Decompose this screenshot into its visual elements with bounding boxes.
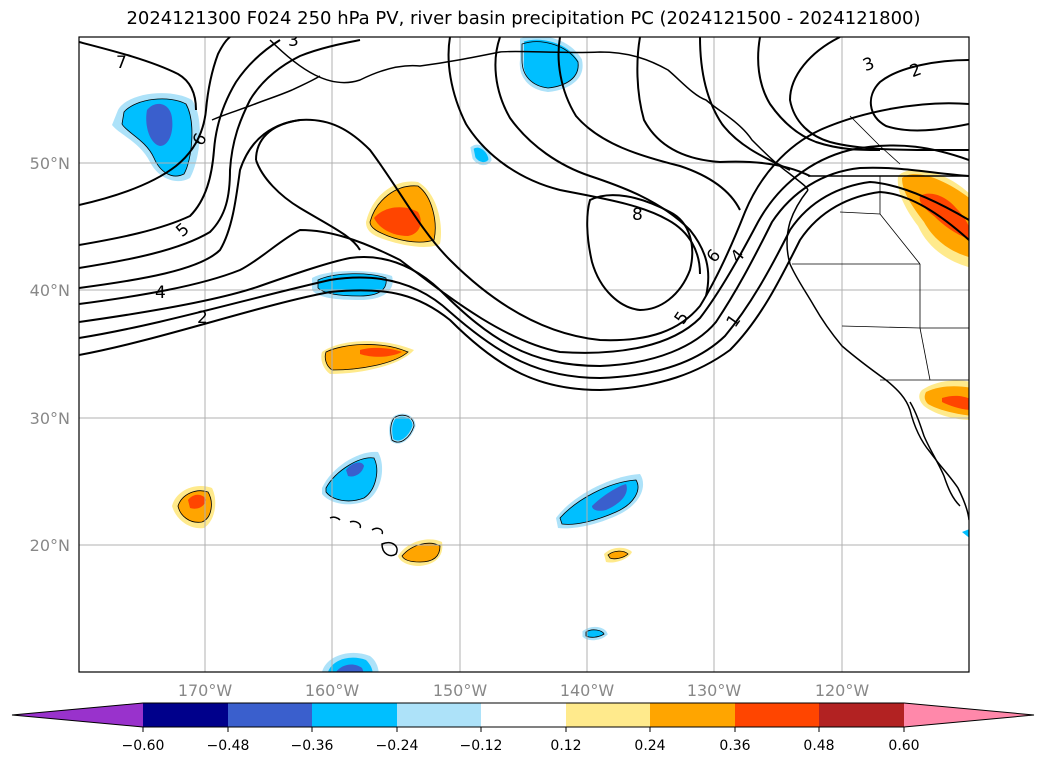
contour-label: 3 [860,54,877,76]
contour-label: 2 [907,60,924,82]
pos-blob-pnw [897,169,969,268]
coastlines [211,39,969,557]
pv-contour-12 [494,37,710,297]
pv-contour-10 [255,119,361,251]
contour-label: 2 [197,308,208,328]
contour-label: 5 [172,219,193,241]
colorbar-tick-label: −0.36 [291,738,334,754]
pv-contour-3 [79,166,969,368]
hawaii-islands [329,516,398,557]
lon-label: 150°W [433,681,488,700]
pv-contour-15 [699,37,791,171]
colorbar-bin [566,703,650,727]
colorbar-bin [819,703,904,727]
pv-contour-high [586,194,694,312]
pos-blob-20n [398,539,443,566]
neg-blob-dateline [112,93,200,182]
pv-contour-5 [79,102,969,342]
pos-blob-35n [321,341,414,374]
pv-contour-9 [79,41,197,111]
pv-contour-2 [79,180,969,380]
pos-blob-baja [919,380,969,420]
map-frame [78,36,970,673]
colorbar-bin [397,703,481,727]
neg-blob-small-1 [470,144,492,166]
colorbar-tick-label: −0.60 [122,738,165,754]
colorbar-bin [735,703,819,727]
us-west-coast [789,263,969,521]
baja-peninsula [909,401,961,507]
pv-contours [79,37,969,392]
pv-contour-13 [447,37,701,275]
neg-blob-small-2 [389,413,416,444]
pv-contour-labels: 7 6 5 4 2 3 3 2 8 6 4 5 1 [116,31,924,331]
colorbar-tick-label: 0.12 [550,738,581,754]
neg-blob-hawaii [322,451,383,505]
neg-blob-subtropical [556,474,644,529]
pv-contour-7 [79,39,281,246]
lat-label: 20°N [30,536,70,555]
colorbar-bin [481,703,566,727]
colorbar-tick-label: −0.12 [460,738,503,754]
map-title: 2024121300 F024 250 hPa PV, river basin … [126,8,921,29]
neg-blob-south [322,652,379,672]
bc-coast [786,189,809,265]
alaska-coast [269,39,809,191]
colorbar: −0.60 −0.48 −0.36 −0.24 −0.12 0.12 0.24 … [11,702,1035,754]
colorbar-tick-label: 0.60 [888,738,919,754]
colorbar-tick-label: 0.24 [634,738,665,754]
pv-contour-4 [79,144,969,354]
pos-blob-23n [172,486,216,529]
pv-contour-1 [79,190,969,392]
neg-blob-coast [962,529,969,538]
pv-contour-17 [788,37,969,152]
contour-label: 4 [727,246,749,267]
contour-label: 7 [116,53,127,73]
colorbar-bin [312,703,397,727]
lat-labels: 50°N 40°N 30°N 20°N [30,154,70,555]
colorbar-extend-low [12,703,143,727]
map-panel: 7 6 5 4 2 3 3 2 8 6 4 5 1 [79,31,969,672]
state-borders [792,115,969,381]
colorbar-bin [143,703,228,727]
lat-label: 40°N [30,281,70,300]
contour-label: 4 [155,283,166,303]
pv-contour-6 [79,39,361,269]
pv-contour-18 [870,59,969,132]
colorbar-tick-label: −0.48 [207,738,250,754]
pv-contour-16 [757,37,881,151]
colorbar-tick-label: −0.24 [376,738,419,754]
lat-label: 50°N [30,154,70,173]
colorbar-bin [650,703,735,727]
pv-contour-8 [79,37,231,206]
lon-labels: 170°W 160°W 150°W 140°W 130°W 120°W [178,681,870,700]
pv-contour-14 [557,37,741,211]
lon-label: 140°W [560,681,615,700]
lon-label: 130°W [687,681,742,700]
lon-label: 170°W [178,681,233,700]
lat-label: 30°N [30,409,70,428]
contour-label: 8 [632,205,643,225]
aleutian-chain [211,75,321,121]
colorbar-extend-high [904,703,1034,727]
graticule [79,37,969,672]
neg-blob-north [519,37,583,93]
colorbar-bin [228,703,312,727]
colorbar-tick-label: 0.48 [803,738,834,754]
lon-label: 160°W [305,681,360,700]
lon-label: 120°W [815,681,870,700]
colorbar-tick-label: 0.36 [719,738,750,754]
pv-contour-11 [636,37,811,177]
contour-label: 3 [288,31,299,51]
